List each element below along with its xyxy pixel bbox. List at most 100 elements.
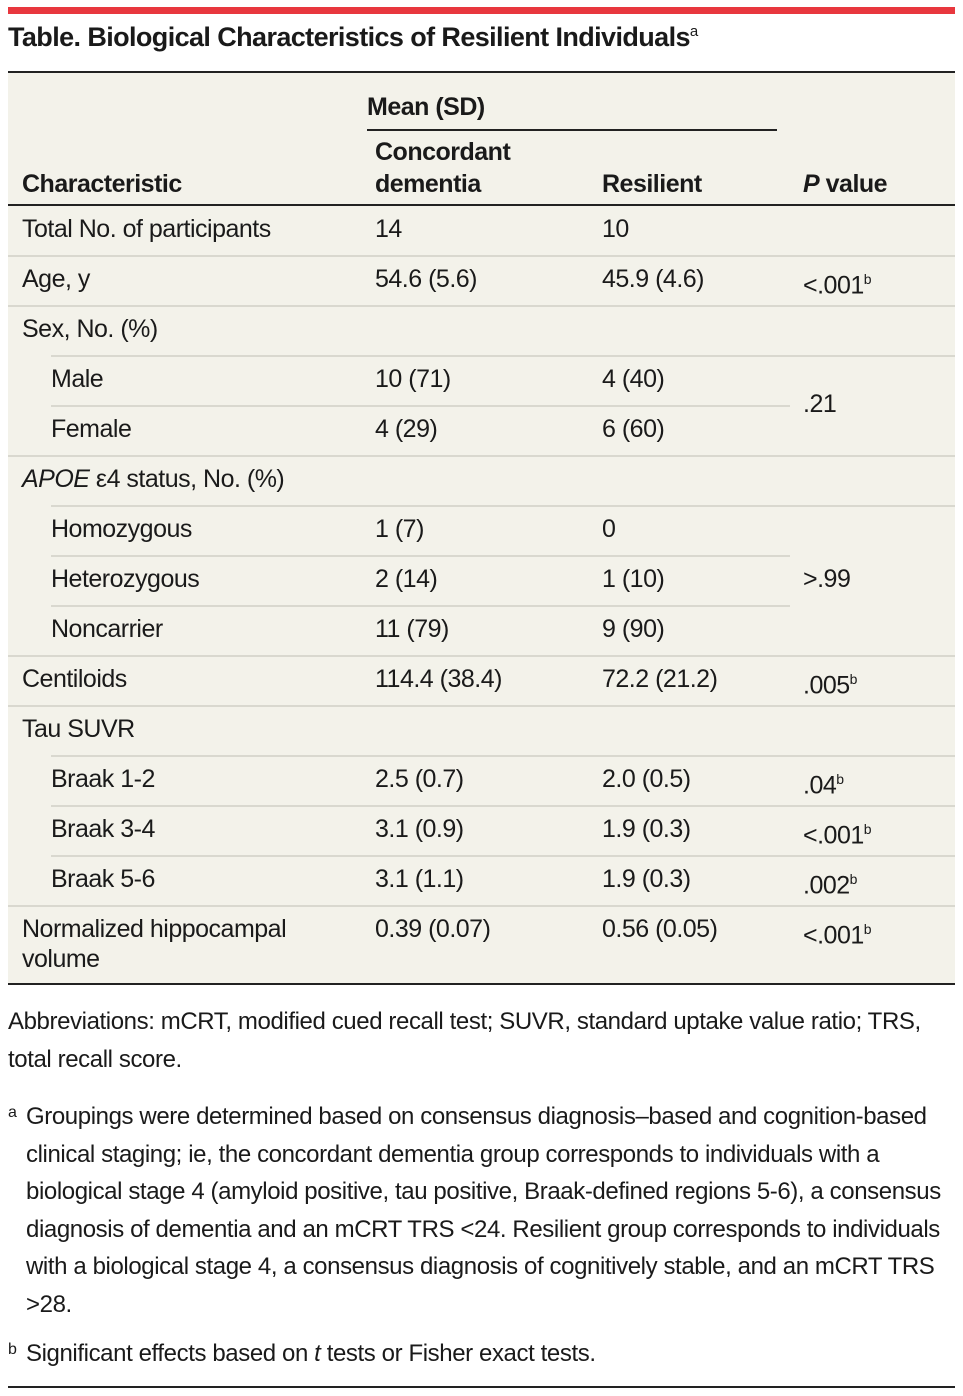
- cell-p-value: <.001b: [803, 264, 872, 300]
- label-italic: APOE: [22, 465, 90, 493]
- cell-concordant: 11 (79): [375, 615, 449, 643]
- cell-concordant: 0.39 (0.07): [375, 915, 491, 943]
- table-title: Table. Biological Characteristics of Res…: [8, 22, 698, 53]
- label-text: Total No. of participants: [22, 215, 271, 243]
- label-text: Male: [51, 365, 104, 393]
- p-text: <.001: [803, 921, 864, 950]
- row-divider: [51, 355, 955, 357]
- cell-concordant: 4 (29): [375, 415, 438, 443]
- cell-resilient: 0: [602, 515, 616, 543]
- header-mean-sd: Mean (SD): [367, 93, 485, 121]
- label-text: Age, y: [22, 265, 90, 293]
- abbreviations: Abbreviations: mCRT, modified cued recal…: [8, 1008, 921, 1073]
- label-text: Braak 1-2: [51, 765, 155, 793]
- p-text: <.001: [803, 271, 864, 300]
- row-label: Braak 3-4: [51, 814, 155, 844]
- cell-concordant: 3.1 (0.9): [375, 815, 464, 843]
- cell-concordant: 14: [375, 215, 402, 243]
- header-concordant-l1: Concordant: [375, 138, 511, 166]
- label-text: Tau SUVR: [22, 715, 135, 743]
- row-label: Sex, No. (%): [22, 314, 158, 344]
- header-concordant-l2: dementia: [375, 170, 481, 198]
- header-p-value: P value: [803, 169, 888, 199]
- p-footnote-mark: b: [836, 771, 844, 787]
- row-label: Age, y: [22, 264, 90, 294]
- footnote-b-text-end: tests or Fisher exact tests.: [320, 1340, 596, 1367]
- cell-concordant: 1 (7): [375, 515, 424, 543]
- bottom-rule: [8, 1386, 955, 1388]
- footnote-b-mark: b: [8, 1341, 17, 1358]
- label-text: Braak 3-4: [51, 815, 155, 843]
- label-text: Normalized hippocampal: [22, 915, 287, 943]
- accent-bar: [8, 7, 955, 14]
- cell-resilient: 2.0 (0.5): [602, 765, 691, 793]
- row-divider: [51, 805, 955, 807]
- row-divider: [8, 455, 955, 457]
- characteristics-table: Mean (SD) Characteristic Concordant deme…: [8, 71, 955, 985]
- header-resilient: Resilient: [602, 170, 702, 198]
- row-divider: [51, 605, 790, 607]
- row-label-line2: volume: [22, 945, 100, 973]
- footnote-a: a Groupings were determined based on cons…: [8, 1098, 961, 1323]
- cell-resilient: 4 (40): [602, 365, 665, 393]
- label-text: Sex, No. (%): [22, 315, 158, 343]
- label-text: Homozygous: [51, 515, 192, 543]
- p-footnote-mark: b: [863, 821, 872, 837]
- row-divider: [8, 905, 955, 907]
- cell-concordant: 54.6 (5.6): [375, 265, 478, 293]
- cell-concordant: 10 (71): [375, 365, 451, 393]
- cell-p-value: .002b: [803, 864, 857, 900]
- p-label: value: [819, 170, 888, 198]
- label-text: Heterozygous: [51, 565, 200, 593]
- footnote-b-italic: t: [314, 1340, 321, 1367]
- cell-concordant: 114.4 (38.4): [375, 665, 502, 693]
- row-label: Braak 5-6: [51, 864, 155, 894]
- row-label: Male: [51, 364, 104, 394]
- row-label: Braak 1-2: [51, 764, 155, 794]
- row-divider: [51, 405, 790, 407]
- footnote-a-mark: a: [8, 1104, 17, 1121]
- cell-resilient: 6 (60): [602, 415, 665, 443]
- cell-resilient: 45.9 (4.6): [602, 265, 705, 293]
- p-text: .04: [803, 771, 837, 800]
- p-footnote-mark: b: [849, 871, 858, 887]
- row-label: Centiloids: [22, 664, 127, 694]
- cell-resilient: 1.9 (0.3): [602, 815, 691, 843]
- cell-resilient: 9 (90): [602, 615, 665, 643]
- row-label: Tau SUVR: [22, 714, 135, 744]
- label-text: Centiloids: [22, 665, 127, 693]
- row-label: Heterozygous: [51, 564, 200, 594]
- title-footnote-mark: a: [689, 23, 698, 40]
- row-divider: [51, 755, 955, 757]
- cell-resilient: 1.9 (0.3): [602, 865, 691, 893]
- cell-p-value: .04b: [803, 764, 844, 800]
- label-text: Braak 5-6: [51, 865, 155, 893]
- footnote-b-text: Significant effects based on: [26, 1340, 315, 1367]
- header-group-rule: [367, 129, 777, 131]
- cell-concordant: 3.1 (1.1): [375, 865, 464, 893]
- row-label: Noncarrier: [51, 614, 163, 644]
- header-rule: [8, 204, 955, 206]
- row-label: Homozygous: [51, 514, 192, 544]
- p-text: .005: [803, 671, 850, 700]
- row-divider: [8, 255, 955, 257]
- cell-resilient: 1 (10): [602, 565, 665, 593]
- cell-p-value-sex: .21: [803, 390, 837, 418]
- cell-concordant: 2 (14): [375, 565, 438, 593]
- p-footnote-mark: b: [863, 271, 872, 287]
- cell-p-value: <.001b: [803, 914, 872, 950]
- header-characteristic: Characteristic: [22, 170, 182, 198]
- p-italic: P: [803, 170, 820, 198]
- row-divider: [8, 705, 955, 707]
- cell-concordant: 2.5 (0.7): [375, 765, 464, 793]
- cell-resilient: 72.2 (21.2): [602, 665, 718, 693]
- title-text: Table. Biological Characteristics of Res…: [8, 22, 690, 52]
- row-divider: [8, 305, 955, 307]
- label-text: ε4 status, No. (%): [89, 465, 285, 493]
- p-footnote-mark: b: [863, 921, 872, 937]
- row-divider: [51, 855, 955, 857]
- p-footnote-mark: b: [849, 671, 858, 687]
- row-divider: [8, 655, 955, 657]
- cell-p-value-apoe: >.99: [803, 565, 851, 593]
- cell-resilient: 0.56 (0.05): [602, 915, 718, 943]
